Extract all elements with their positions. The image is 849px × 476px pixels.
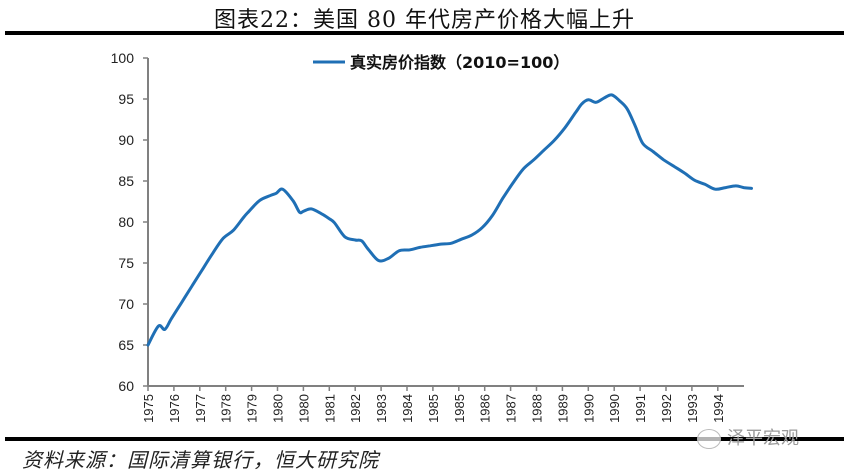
x-tick-label: 1984 [400,394,415,423]
x-tick-label: 1985 [426,394,441,423]
x-tick-label: 1981 [322,394,337,423]
y-tick-label: 85 [118,173,134,189]
x-tick-label: 1988 [530,394,545,423]
top-rule [5,31,844,35]
x-axis: 1975 1976 1977 1978 1979 1980 1980 1981 1982 1983… [141,385,744,423]
x-tick-label: 1987 [504,394,519,423]
y-tick-label: 60 [118,378,134,394]
x-tick-label: 1986 [478,394,493,423]
source-note: 资料来源：国际清算银行，恒大研究院 [22,448,379,472]
x-tick-label: 1983 [374,394,389,423]
x-tick-label: 1978 [219,394,234,423]
chart-title: 图表22：美国 80 年代房产价格大幅上升 [214,8,635,33]
x-tick-label: 1990 [607,394,622,423]
x-tick-label: 1982 [348,394,363,423]
x-tick-label: 1980 [296,394,311,423]
legend: 真实房价指数（2010=100） [313,53,569,72]
y-tick-label: 100 [111,50,135,66]
x-tick-label: 1992 [659,394,674,423]
x-tick-label: 1980 [271,394,286,423]
x-tick-label: 1991 [633,394,648,423]
y-tick-label: 80 [118,214,134,230]
x-tick-label: 1989 [555,394,570,423]
watermark-text: 泽平宏观 [727,428,799,449]
x-tick-label: 1993 [685,394,700,423]
x-tick-label: 1990 [581,394,596,423]
x-tick-label: 1975 [141,394,156,423]
bottom-rule [5,437,844,441]
x-tick-label: 1985 [452,394,467,423]
y-tick-label: 95 [118,91,134,107]
watermark: 泽平宏观 [697,424,799,450]
x-tick-label: 1976 [167,394,182,423]
y-tick-label: 90 [118,132,134,148]
x-tick-label: 1979 [245,394,260,423]
y-tick-label: 65 [118,337,134,353]
y-tick-label: 70 [118,296,134,312]
series-line-real-house-price-index [146,93,753,347]
legend-label: 真实房价指数（2010=100） [350,53,569,72]
y-tick-label: 75 [118,255,134,271]
x-tick-label: 1994 [711,394,726,423]
y-axis: 60 65 70 75 80 85 90 95 100 [111,50,149,394]
x-tick-label: 1977 [193,394,208,423]
wechat-logo-icon [697,429,721,449]
